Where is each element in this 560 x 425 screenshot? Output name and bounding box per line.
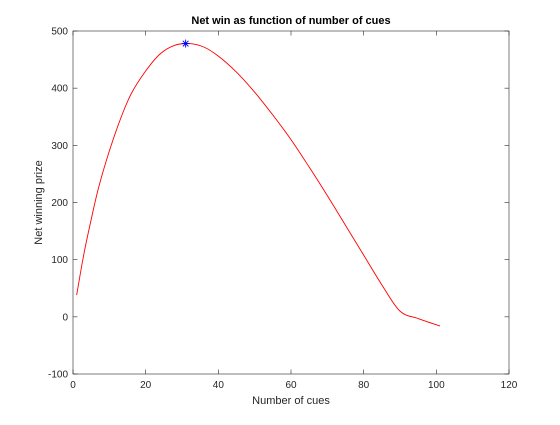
x-tick-label: 100	[428, 380, 445, 391]
x-tick-label: 80	[358, 380, 370, 391]
y-tick-label: 300	[51, 141, 68, 152]
peak-marker-stroke	[182, 40, 189, 47]
series-line	[76, 43, 441, 327]
series-layer	[76, 43, 441, 327]
y-tick-label: 500	[51, 27, 68, 38]
peak-marker	[181, 39, 190, 48]
chart-title: Net win as function of number of cues	[191, 15, 390, 27]
x-axis-label: Number of cues	[252, 395, 330, 407]
x-tick-label: 120	[501, 380, 518, 391]
y-tick-label: 100	[51, 255, 68, 266]
x-tick-label: 60	[285, 380, 297, 391]
y-tick-label: 400	[51, 84, 68, 95]
y-axis-label: Net winning prize	[33, 160, 45, 244]
y-tick-label: 200	[51, 198, 68, 209]
marker-layer	[181, 39, 190, 48]
x-tick-label: 40	[213, 380, 225, 391]
y-tick-label: -100	[48, 370, 68, 381]
plot-area	[72, 30, 510, 375]
x-tick-label: 20	[140, 380, 152, 391]
y-tick-label: 0	[62, 312, 68, 323]
x-tick-label: 0	[70, 380, 76, 391]
